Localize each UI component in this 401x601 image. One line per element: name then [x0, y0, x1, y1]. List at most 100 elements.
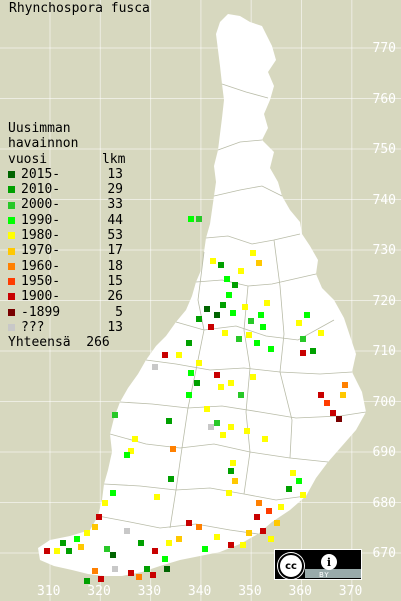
observation-square [232, 478, 238, 484]
observation-square [220, 302, 226, 308]
cc-icon: cc [278, 553, 304, 579]
cc-badge-strip [305, 569, 361, 578]
observation-square [256, 500, 262, 506]
observation-square [188, 370, 194, 376]
observation-squares [44, 216, 348, 584]
cc-by-license-badge[interactable]: cc i BY [274, 549, 362, 580]
observation-square [244, 428, 250, 434]
observation-square [186, 520, 192, 526]
observation-square [232, 282, 238, 288]
northing-tick-label: 710 [372, 344, 396, 359]
legend-count-value: 13 [107, 166, 123, 182]
observation-square [250, 374, 256, 380]
legend: Uusimman havainnon vuosi lkm 2015- 13 2010… [8, 121, 125, 350]
observation-square [186, 340, 192, 346]
observation-square [266, 508, 272, 514]
attribution-icon: i [321, 554, 337, 570]
northing-tick-label: 690 [372, 445, 396, 460]
observation-square [228, 380, 234, 386]
observation-square [110, 552, 116, 558]
finland-outline [38, 14, 366, 576]
northing-tick-label: 720 [372, 293, 396, 309]
legend-row: 1960- 18 [8, 259, 125, 274]
observation-square [112, 566, 118, 572]
legend-swatch [8, 262, 15, 270]
legend-total: Yhteensä 266 [8, 335, 125, 350]
observation-square [310, 348, 316, 354]
observation-square [278, 504, 284, 510]
observation-square [228, 468, 234, 474]
observation-square [54, 548, 60, 554]
observation-square [296, 478, 302, 484]
observation-square [246, 332, 252, 338]
legend-row: 2010- 29 [8, 182, 125, 197]
northing-tick-label: 680 [372, 495, 396, 511]
observation-square [196, 316, 202, 322]
northing-tick-label: 670 [372, 546, 396, 561]
legend-swatch [8, 293, 15, 301]
observation-square [230, 310, 236, 316]
species-title: Rhynchospora fusca [9, 1, 150, 16]
northing-tick-label: 770 [372, 41, 396, 56]
observation-square [296, 320, 302, 326]
legend-heading-line2: havainnon [8, 136, 79, 152]
northing-tick-label: 740 [372, 192, 396, 208]
observation-square [104, 546, 110, 552]
legend-period-label: 2010- [21, 182, 61, 198]
legend-count-value: 44 [107, 212, 123, 228]
observation-square [204, 406, 210, 412]
observation-square [112, 412, 118, 418]
observation-square [214, 312, 220, 318]
legend-count-value: 5 [115, 304, 123, 320]
observation-square [98, 576, 104, 582]
legend-swatch [8, 216, 15, 224]
observation-square [128, 570, 134, 576]
observation-square [240, 542, 246, 548]
cc-by-label: BY [319, 571, 330, 579]
observation-square [336, 416, 342, 422]
northing-tick-label: 730 [372, 243, 396, 258]
legend-rows: 2015- 13 2010- 29 2000- 33 1990- 44 1980- 53 1970-… [8, 167, 125, 335]
observation-square [96, 514, 102, 520]
observation-square [300, 350, 306, 356]
observation-square [162, 556, 168, 562]
observation-square [110, 490, 116, 496]
northing-tick-label: 760 [372, 91, 396, 107]
legend-total-label: Yhteensä [8, 335, 71, 351]
legend-period-label: 1950- [21, 273, 61, 289]
legend-swatch [8, 232, 15, 240]
observation-square [138, 540, 144, 546]
observation-square [196, 524, 202, 530]
observation-square [218, 384, 224, 390]
observation-square [132, 436, 138, 442]
legend-row: 1980- 53 [8, 228, 125, 243]
legend-period-label: ??? [21, 319, 45, 335]
legend-period-label: 1900- [21, 289, 61, 305]
observation-square [186, 392, 192, 398]
legend-row: -1899 5 [8, 305, 125, 320]
observation-square [84, 530, 90, 536]
observation-square [254, 514, 260, 520]
observation-square [128, 448, 134, 454]
legend-row: 2015- 13 [8, 167, 125, 182]
observation-square [188, 216, 194, 222]
observation-square [222, 330, 228, 336]
legend-swatch [8, 171, 15, 179]
easting-tick-label: 320 [87, 584, 111, 599]
observation-square [60, 540, 66, 546]
legend-period-label: 1980- [21, 228, 61, 244]
observation-square [260, 528, 266, 534]
observation-square [168, 476, 174, 482]
legend-row: 2000- 33 [8, 197, 125, 212]
legend-count-value: 18 [107, 258, 123, 274]
observation-square [260, 324, 266, 330]
observation-square [152, 364, 158, 370]
observation-square [226, 292, 232, 298]
observation-square [170, 446, 176, 452]
observation-square [152, 548, 158, 554]
observation-square [262, 436, 268, 442]
legend-swatch [8, 201, 15, 209]
observation-square [330, 410, 336, 416]
easting-tick-label: 360 [288, 584, 312, 599]
